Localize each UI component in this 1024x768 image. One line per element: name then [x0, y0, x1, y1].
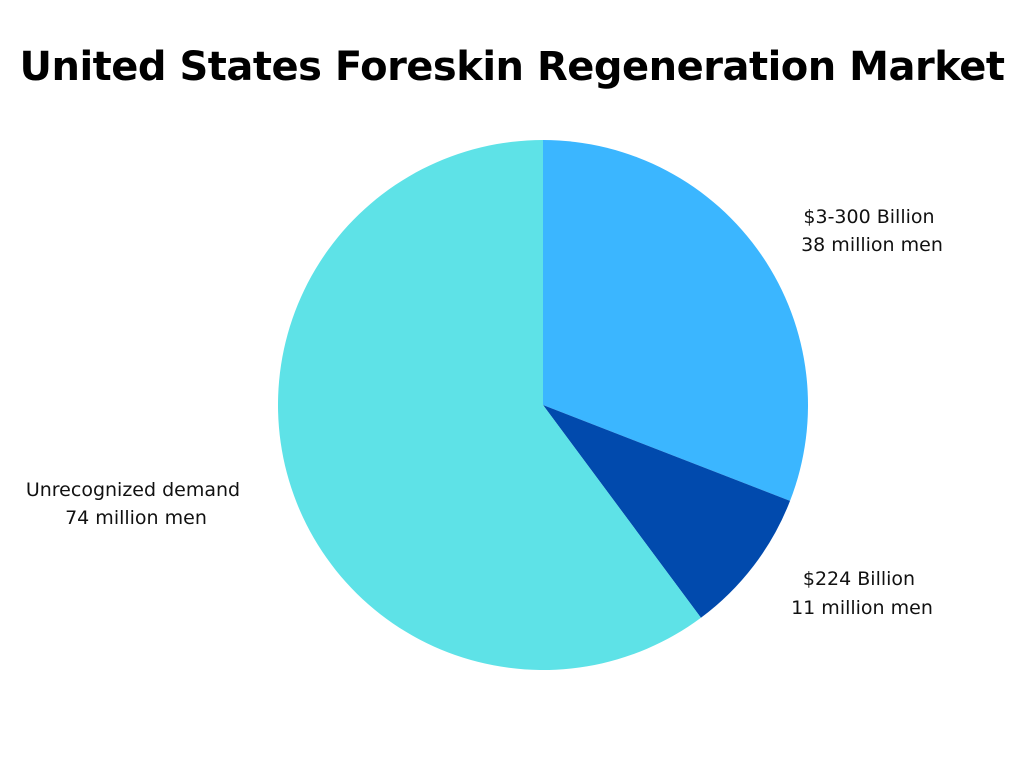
- slice-label-2: $224 Billion 11 million men: [791, 568, 933, 619]
- slice-label-1-line-2: 38 million men: [801, 234, 943, 256]
- slice-label-3-line-1: Unrecognized demand: [26, 479, 240, 501]
- slice-label-1-line-1: $3-300 Billion: [803, 206, 934, 228]
- slice-label-1: $3-300 Billion 38 million men: [801, 206, 943, 256]
- slice-label-2-line-2: 11 million men: [791, 597, 933, 619]
- pie-slice-1: [543, 140, 809, 501]
- pie-slice-2: [543, 405, 791, 618]
- slice-label-2-line-1: $224 Billion: [803, 568, 915, 590]
- chart-title: United States Foreskin Regeneration Mark…: [19, 44, 1005, 90]
- pie-slice-3: [277, 140, 701, 671]
- slice-label-3-line-2: 74 million men: [65, 507, 207, 529]
- slice-label-3: Unrecognized demand 74 million men: [26, 479, 246, 529]
- pie-slices: [277, 140, 809, 671]
